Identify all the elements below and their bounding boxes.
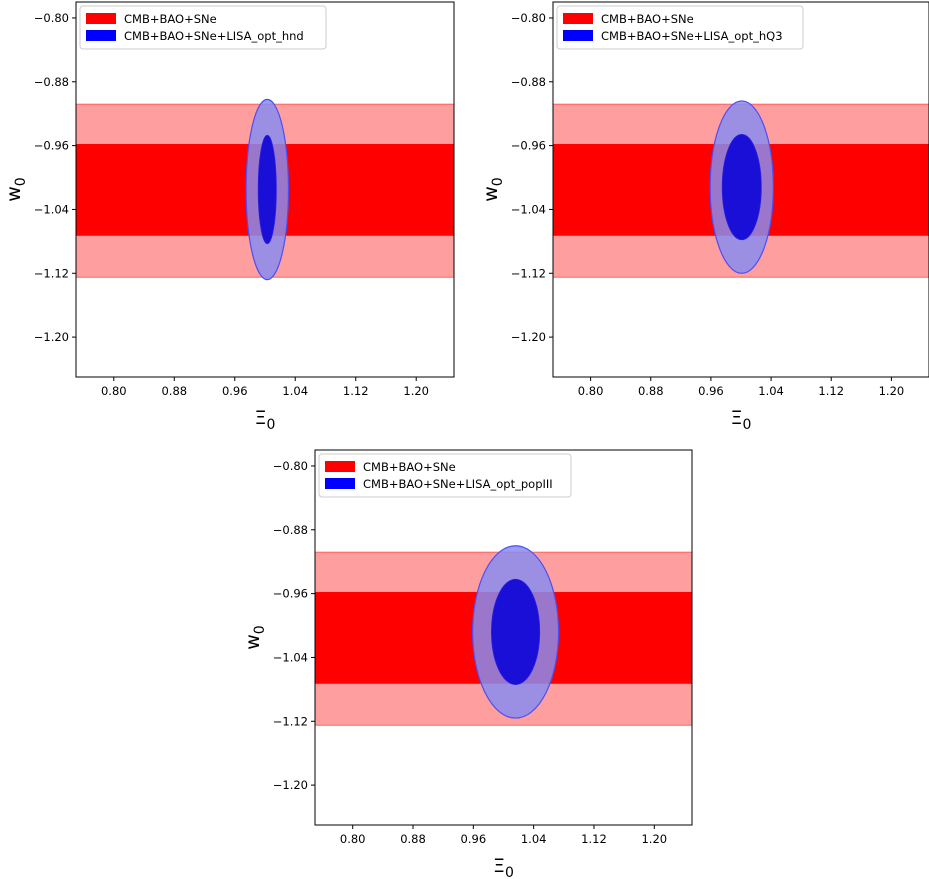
x-tick-label: 0.80 — [578, 384, 604, 398]
ellipse-inner-1sigma — [491, 578, 541, 685]
x-axis-label-main: Ξ — [731, 407, 743, 429]
legend-swatch-2 — [325, 478, 355, 489]
y-axis-label: w0 — [242, 625, 268, 649]
plot-frame — [314, 449, 693, 826]
y-axis-label: w0 — [480, 177, 506, 201]
ellipse-inner-1sigma — [721, 134, 762, 241]
legend-label-1: CMB+BAO+SNe — [601, 12, 694, 26]
legend-label-1: CMB+BAO+SNe — [124, 12, 217, 26]
y-tick-label: −0.80 — [273, 459, 308, 473]
plot-area — [315, 545, 692, 726]
legend-box — [318, 453, 572, 498]
y-tick-label: −0.96 — [34, 139, 69, 153]
x-axis-label-subscript: 0 — [505, 865, 514, 879]
chart-panel-3: 0.80 0.88 0.96 1.04 1.12 1.20 −0.80 −0.88 −0.96 −… — [242, 449, 693, 879]
x-tick-label: 0.96 — [698, 384, 724, 398]
x-axis-label-subscript: 0 — [267, 417, 276, 433]
y-tick-label: −1.04 — [273, 650, 308, 664]
legend-label-2: CMB+BAO+SNe+LISA_opt_popIII — [363, 477, 553, 491]
x-tick-label: 0.80 — [101, 384, 127, 398]
y-axis-label-subscript: 0 — [13, 177, 29, 186]
legend: CMB+BAO+SNe CMB+BAO+SNe+LISA_opt_hnd — [79, 5, 327, 50]
plot-area — [76, 98, 454, 281]
legend-swatch-1 — [86, 13, 116, 24]
x-tick-label: 0.88 — [638, 384, 664, 398]
chart-panel-2: 0.80 0.88 0.96 1.04 1.12 1.20 −0.80 −0.88 −0.96 −… — [480, 1, 929, 433]
y-tick-label: −1.12 — [511, 266, 546, 280]
plot-area — [553, 100, 929, 278]
legend-box — [79, 5, 327, 50]
y-tick-label: −1.04 — [511, 202, 546, 216]
legend-label-2: CMB+BAO+SNe+LISA_opt_hQ3 — [601, 29, 783, 43]
legend: CMB+BAO+SNe CMB+BAO+SNe+LISA_opt_popIII — [318, 453, 572, 498]
legend: CMB+BAO+SNe CMB+BAO+SNe+LISA_opt_hQ3 — [556, 5, 804, 50]
y-tick-label: −0.96 — [511, 139, 546, 153]
y-axis-label-main: w — [3, 186, 25, 202]
x-axis-label: Ξ0 — [255, 407, 276, 433]
chart-panel-1: 0.80 0.88 0.96 1.04 1.12 1.20 −0.80 −0.88 −0.96 −… — [3, 1, 455, 433]
x-tick-label: 1.04 — [521, 832, 547, 846]
x-tick-label: 1.12 — [818, 384, 844, 398]
x-tick-label: 0.88 — [161, 384, 187, 398]
y-tick-label: −1.20 — [273, 778, 308, 792]
legend-box — [556, 5, 804, 50]
y-axis-label-main: w — [480, 186, 502, 202]
y-tick-label: −1.12 — [34, 266, 69, 280]
x-axis-label-subscript: 0 — [743, 417, 752, 433]
y-axis-label-main: w — [242, 634, 264, 650]
y-tick-label: −0.96 — [273, 587, 308, 601]
ellipse-inner-1sigma — [257, 134, 277, 245]
x-tick-label: 0.88 — [400, 832, 426, 846]
y-tick-label: −0.80 — [34, 11, 69, 25]
y-tick-label: −1.20 — [34, 330, 69, 344]
x-tick-label: 1.04 — [758, 384, 784, 398]
x-axis-label-main: Ξ — [255, 407, 267, 429]
x-tick-label: 0.80 — [340, 832, 366, 846]
x-tick-label: 0.96 — [461, 832, 487, 846]
legend-swatch-1 — [325, 461, 355, 472]
y-tick-label: −1.12 — [273, 714, 308, 728]
legend-label-2: CMB+BAO+SNe+LISA_opt_hnd — [124, 29, 304, 43]
legend-swatch-2 — [563, 30, 593, 41]
y-tick-label: −1.04 — [34, 202, 69, 216]
y-axis-label-subscript: 0 — [490, 177, 506, 186]
x-axis-label: Ξ0 — [493, 855, 514, 879]
x-tick-label: 1.12 — [343, 384, 369, 398]
x-tick-label: 0.96 — [222, 384, 248, 398]
y-axis-label-subscript: 0 — [252, 625, 268, 634]
y-tick-label: −1.20 — [511, 330, 546, 344]
legend-swatch-2 — [86, 30, 116, 41]
x-tick-label: 1.20 — [641, 832, 667, 846]
legend-label-1: CMB+BAO+SNe — [363, 460, 456, 474]
x-tick-label: 1.20 — [403, 384, 429, 398]
y-axis-label: w0 — [3, 177, 29, 201]
legend-swatch-1 — [563, 13, 593, 24]
x-tick-label: 1.04 — [282, 384, 308, 398]
x-axis-label: Ξ0 — [731, 407, 752, 433]
plot-frame — [552, 1, 929, 378]
y-tick-label: −0.88 — [511, 75, 546, 89]
x-tick-label: 1.20 — [879, 384, 905, 398]
plot-frame — [75, 1, 455, 378]
y-tick-label: −0.88 — [34, 75, 69, 89]
x-axis-label-main: Ξ — [493, 855, 505, 877]
x-tick-label: 1.12 — [581, 832, 607, 846]
y-tick-label: −0.80 — [511, 11, 546, 25]
y-tick-label: −0.88 — [273, 523, 308, 537]
